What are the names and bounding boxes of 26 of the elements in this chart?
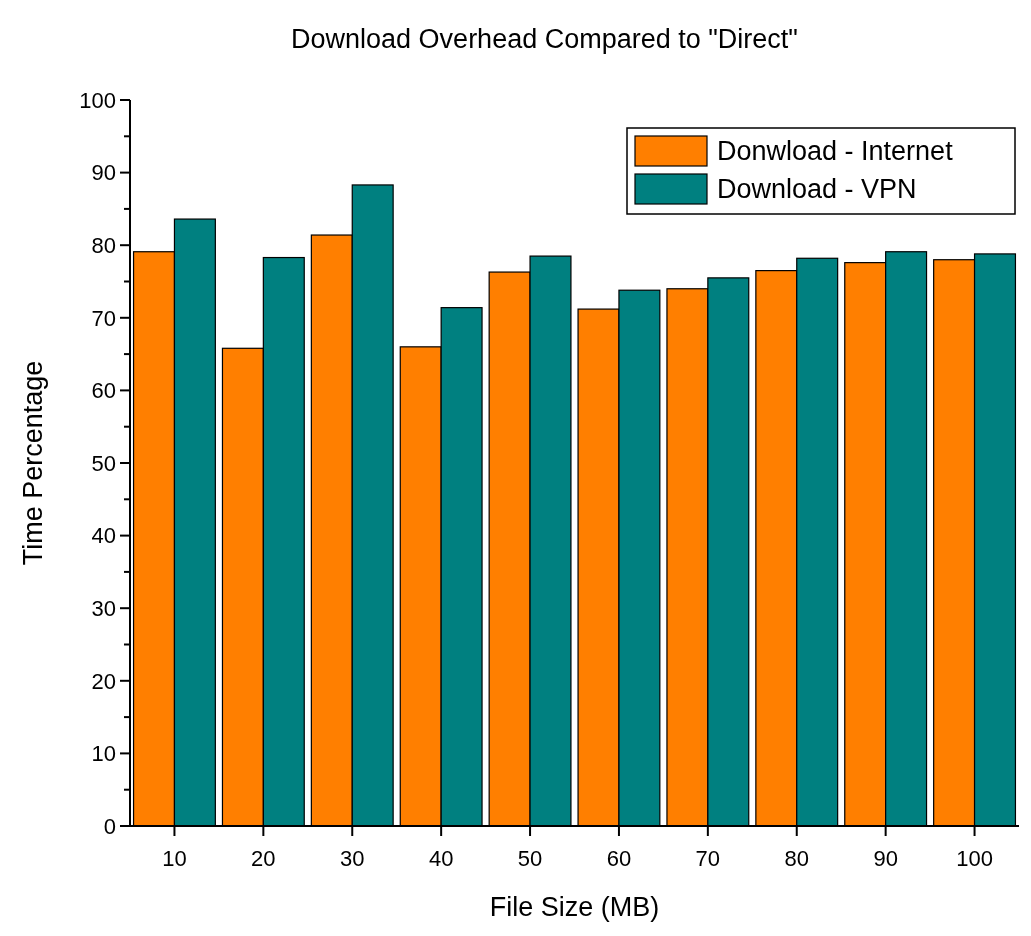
x-tick-label: 60 <box>606 846 632 871</box>
x-tick-label: 100 <box>956 846 993 871</box>
y-tick-label: 80 <box>91 232 116 258</box>
y-tick-label: 100 <box>79 87 116 113</box>
x-tick-label: 50 <box>517 846 543 871</box>
y-tick-label: 90 <box>91 160 116 186</box>
y-tick-label: 70 <box>91 305 116 331</box>
y-tick-label: 0 <box>103 813 116 839</box>
y-tick-label: 50 <box>91 450 116 476</box>
x-tick-label: 80 <box>784 846 809 871</box>
x-tick-label: 20 <box>251 846 276 871</box>
y-tick-label: 60 <box>91 378 116 404</box>
x-tick-label: 90 <box>873 846 898 871</box>
y-axis-title: Time Percentage <box>18 360 48 566</box>
legend-label: Donwload - Internet <box>717 136 954 167</box>
y-tick-label: 30 <box>91 595 116 621</box>
x-tick-label: 70 <box>695 846 721 871</box>
y-tick-label: 10 <box>91 741 116 767</box>
x-tick-label: 10 <box>162 846 187 871</box>
legend-label: Download - VPN <box>717 174 917 205</box>
x-axis-title: File Size (MB) <box>489 892 660 922</box>
y-tick-label: 20 <box>91 668 116 694</box>
x-tick-label: 40 <box>428 846 454 871</box>
x-tick-label: 30 <box>340 846 365 871</box>
chart-title: Download Overhead Compared to "Direct" <box>291 24 798 54</box>
y-tick-label: 40 <box>91 523 116 549</box>
